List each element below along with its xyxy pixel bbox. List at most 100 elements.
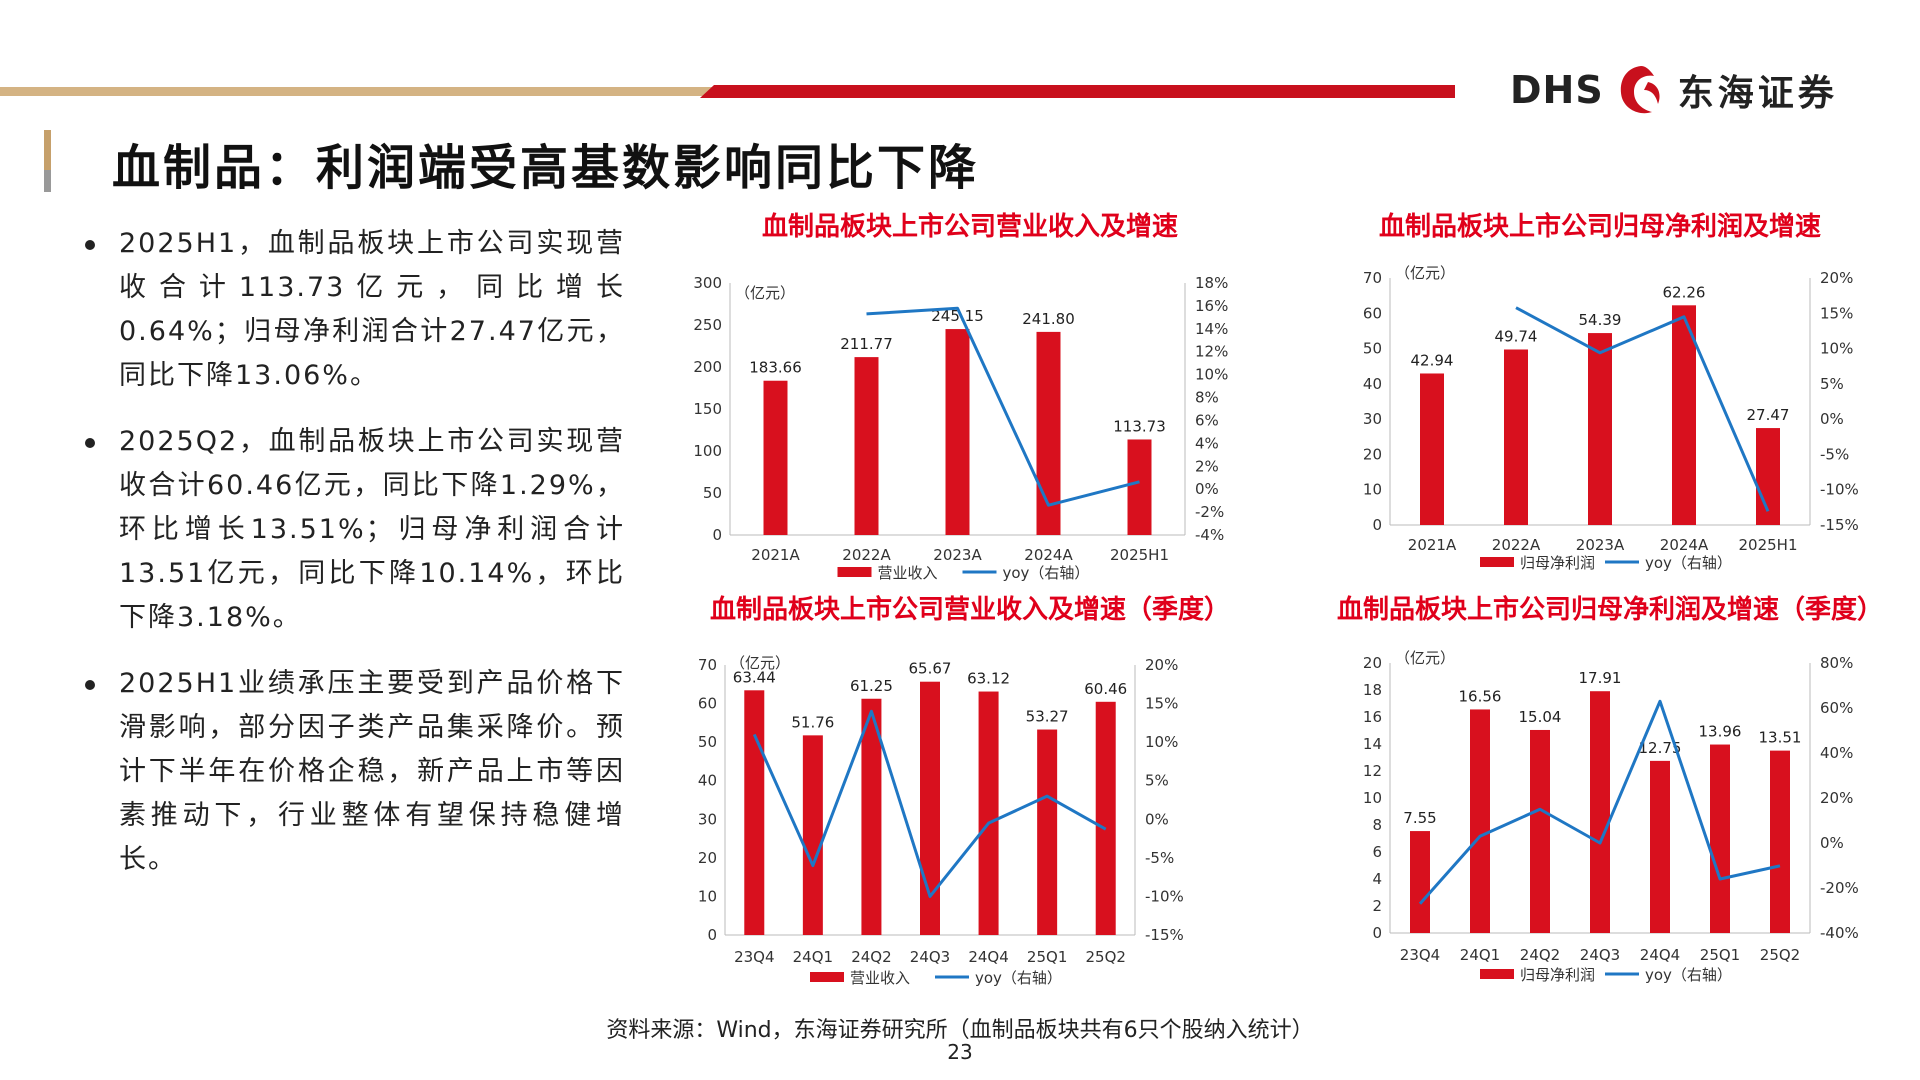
bar-value-label: 16.56 [1459,687,1502,705]
bar [978,691,999,935]
y-tick-label: 250 [693,316,722,334]
y-tick-label: 60 [698,695,717,713]
legend-line-label: yoy（右轴） [1645,554,1732,572]
bar-value-label: 53.27 [1026,708,1069,726]
legend-bar-label: 营业收入 [878,564,938,582]
legend-bar-label: 营业收入 [850,969,910,987]
legend-bar-swatch [1480,969,1514,979]
bullet-dot-icon [85,680,95,690]
logo-text: DHS [1510,68,1604,112]
bar [763,380,788,535]
y2-tick-label: -10% [1145,887,1184,905]
x-tick-label: 23Q4 [1400,946,1440,964]
y2-tick-label: 4% [1195,434,1219,452]
y2-tick-label: 10% [1195,366,1228,384]
y-tick-label: 6 [1372,843,1382,861]
y-tick-label: 0 [707,926,717,944]
x-tick-label: 2021A [751,546,800,564]
chart-svg: 血制品板块上市公司归母净利润及增速（季度） 0 2 4 6 8 10 12 14 16 18 20 -4… [1337,594,1883,984]
y-tick-label: 40 [698,772,717,790]
y-tick-label: 50 [703,484,722,502]
bar-value-label: 241.80 [1022,310,1075,328]
chart-title: 血制品板块上市公司营业收入及增速（季度） [710,594,1230,625]
y-tick-label: 30 [1363,410,1382,428]
red-stripe [700,85,1455,98]
y-tick-label: 0 [1372,924,1382,942]
x-tick-label: 23Q4 [734,948,774,966]
y-tick-label: 14 [1363,735,1382,753]
y2-tick-label: 5% [1820,375,1844,393]
bar-value-label: 183.66 [749,359,802,377]
bar [1588,333,1612,525]
y2-tick-label: 20% [1820,789,1853,807]
bullet-item: 2025Q2，血制品板块上市公司实现营收合计60.46亿元，同比下降1.29%，… [85,420,625,640]
legend-line-label: yoy（右轴） [1003,564,1090,582]
x-tick-label: 2022A [1492,536,1541,554]
bar-value-label: 15.04 [1519,708,1562,726]
y2-tick-label: 10% [1145,733,1178,751]
bar-value-label: 245.15 [931,307,984,325]
dragon-emblem-icon [1620,66,1660,114]
chart-svg: 血制品板块上市公司营业收入及增速（季度） 0 10 20 30 40 50 60 70 -15% -… [698,594,1230,987]
chart-title: 血制品板块上市公司归母净利润及增速（季度） [1337,594,1883,625]
bar [861,698,882,935]
y2-tick-label: 2% [1195,457,1219,475]
chart-annual-net-profit: 血制品板块上市公司归母净利润及增速 0 10 20 30 40 50 60 70 -15% -10%… [1300,205,1900,585]
bar-value-label: 49.74 [1495,327,1538,345]
y2-tick-label: -4% [1195,526,1224,544]
y2-tick-label: 15% [1820,304,1853,322]
x-tick-label: 2024A [1660,536,1709,554]
y2-tick-label: 10% [1820,340,1853,358]
y-tick-label: 20 [698,849,717,867]
bar-value-label: 113.73 [1113,417,1166,435]
y2-tick-label: -20% [1820,879,1859,897]
x-tick-label: 24Q4 [1640,946,1680,964]
legend-bar-label: 归母净利润 [1520,554,1595,572]
y2-tick-label: 0% [1820,834,1844,852]
unit-label: （亿元） [1395,649,1455,667]
x-tick-label: 24Q1 [793,948,833,966]
x-tick-label: 24Q3 [910,948,950,966]
x-tick-label: 2025H1 [1110,546,1169,564]
x-tick-label: 2023A [1576,536,1625,554]
bar [1095,701,1116,935]
bar [744,690,765,935]
bar-value-label: 27.47 [1747,406,1790,424]
y-tick-label: 20 [1363,445,1382,463]
legend-bar-swatch [837,567,872,577]
y2-tick-label: 0% [1145,810,1169,828]
y-tick-label: 40 [1363,375,1382,393]
y-tick-label: 30 [698,810,717,828]
x-tick-label: 24Q3 [1580,946,1620,964]
x-tick-label: 2025H1 [1739,536,1798,554]
x-tick-label: 25Q1 [1027,948,1067,966]
y2-tick-label: 12% [1195,343,1228,361]
x-tick-label: 2023A [933,546,982,564]
bar [1504,349,1528,525]
page-title: 血制品：利润端受高基数影响同比下降 [112,140,980,196]
bar [1420,373,1444,525]
y-tick-label: 16 [1363,708,1382,726]
yoy-line [1418,699,1781,905]
x-tick-label: 2021A [1408,536,1457,554]
bar-value-label: 60.46 [1084,680,1127,698]
y2-tick-label: -40% [1820,924,1859,942]
chart-title: 血制品板块上市公司营业收入及增速 [762,211,1178,242]
y-tick-label: 10 [1363,789,1382,807]
bar-value-label: 61.25 [850,677,893,695]
legend-line-label: yoy（右轴） [1645,966,1732,984]
company-logo: DHS 东海证券 [1510,60,1890,120]
bullet-text: 2025Q2，血制品板块上市公司实现营收合计60.46亿元，同比下降1.29%，… [119,426,625,633]
y2-tick-label: 14% [1195,320,1228,338]
bar-value-label: 62.26 [1663,283,1706,301]
bar-value-label: 12.75 [1639,739,1682,757]
bar [1710,744,1730,933]
bar [1037,729,1058,935]
bar [1036,331,1061,535]
yoy-line [752,709,1107,898]
x-tick-label: 2022A [842,546,891,564]
unit-label: （亿元） [1395,264,1455,282]
y2-tick-label: -5% [1820,445,1849,463]
y2-tick-label: -10% [1820,481,1859,499]
y-tick-label: 70 [698,656,717,674]
